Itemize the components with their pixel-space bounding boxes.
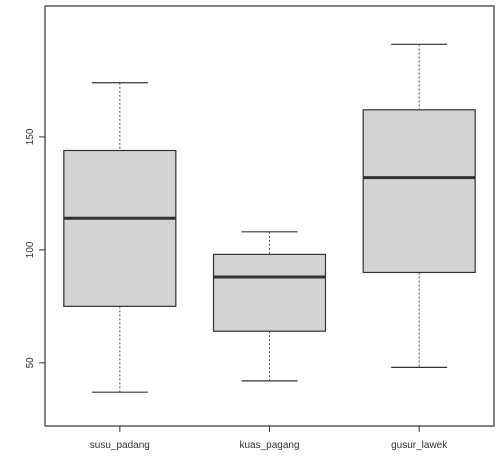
plot-area: 50 100 150 susu_padang kuas_pagang gusur_lawe…: [25, 5, 495, 451]
box-gusur_lawek: [362, 109, 476, 274]
x-category-label: kuas_pagang: [239, 440, 299, 451]
y-tick-label: 100: [25, 241, 36, 258]
x-category-label: gusur_lawek: [391, 440, 448, 451]
box-kuas_pagang: [212, 253, 327, 332]
box-susu_padang: [63, 149, 177, 307]
y-tick-label: 150: [25, 128, 36, 145]
x-category-label: susu_padang: [90, 440, 150, 451]
y-tick-label: 50: [25, 357, 36, 369]
